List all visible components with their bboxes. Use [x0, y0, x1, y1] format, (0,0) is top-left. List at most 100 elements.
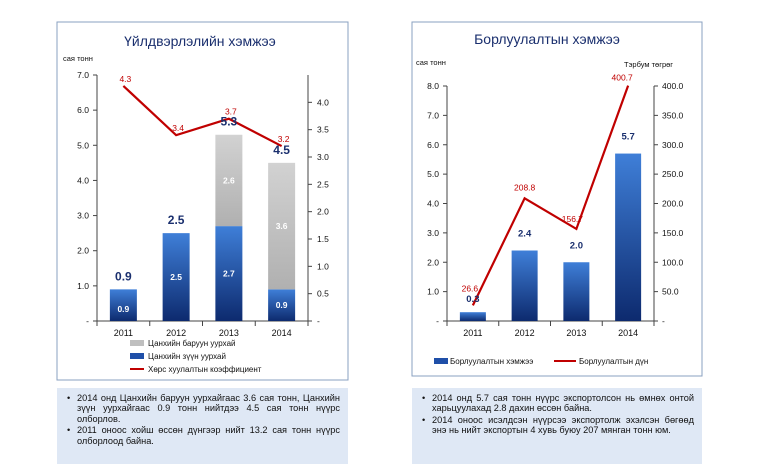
sales-notes: 2014 онд 5.7 сая тонн нүүрс экспортолсон…: [412, 388, 702, 464]
y-tick-label: 3.0: [77, 211, 89, 221]
data-label-sales-revenue: 400.7: [611, 73, 633, 83]
x-tick-label: 2013: [219, 328, 239, 338]
data-label-east-mine: 0.9: [117, 304, 129, 314]
legend-label-west-mine: Цанхийн баруун уурхай: [148, 339, 235, 348]
y-tick-label: 7.0: [77, 70, 89, 80]
data-label-sales-volume: 2.0: [570, 240, 583, 251]
note-item: 2014 онд Цанхийн баруун уурхайгаас 3.6 с…: [67, 393, 340, 424]
bar-west-mine: [268, 162, 296, 290]
y-tick-label: 4.0: [427, 199, 439, 209]
bar-sales-volume: [615, 153, 642, 321]
y-tick-label: 2.0: [427, 257, 439, 267]
y-tick-label: 1.0: [427, 287, 439, 297]
bar-sales-volume: [511, 250, 538, 321]
data-label-sales-volume: 5.7: [622, 132, 635, 143]
data-label-sales-revenue: 208.8: [514, 182, 536, 192]
production-notes: 2014 онд Цанхийн баруун уурхайгаас 3.6 с…: [57, 388, 348, 464]
y2-tick-label: 300.0: [662, 140, 684, 150]
data-label-sales-revenue: 156.7: [562, 214, 584, 224]
y-tick-label: 6.0: [77, 105, 89, 115]
bar-east-mine: [162, 233, 190, 321]
y2-tick-label: 200.0: [662, 199, 684, 209]
data-label-west-mine: 2.6: [223, 175, 235, 185]
y2-tick-label: 3.0: [317, 152, 329, 162]
note-item: 2011 оноос хойш өссөн дүнгээр нийт 13.2 …: [67, 425, 340, 446]
y2-tick-label: 3.5: [317, 125, 329, 135]
y-tick-label: 7.0: [427, 110, 439, 120]
y-tick-label: -: [86, 316, 89, 326]
data-label-total: 5.3: [221, 115, 238, 129]
note-item: 2014 оноос исэлдсэн нүүрсээ экспортолж э…: [422, 415, 694, 436]
y2-tick-label: 1.5: [317, 234, 329, 244]
y2-tick-label: -: [317, 316, 320, 326]
sales-chart: Борлуулалтын хэмжээ сая тонн Тэрбум төгрөг…: [411, 21, 703, 377]
y2-tick-label: 50.0: [662, 287, 679, 297]
data-label-total: 0.9: [115, 269, 132, 283]
y2-tick-label: -: [662, 316, 665, 326]
y-tick-label: 6.0: [427, 140, 439, 150]
legend-swatch-sales-volume: [434, 358, 448, 364]
y2-tick-label: 2.0: [317, 207, 329, 217]
y-tick-label: 4.0: [77, 175, 89, 185]
line-stripping-ratio: [122, 85, 283, 148]
line-sales-revenue: [471, 85, 630, 306]
data-label-total: 2.5: [168, 213, 185, 227]
data-label-sales-revenue: 26.6: [462, 283, 479, 293]
x-tick-label: 2014: [272, 328, 292, 338]
sales-panel: Борлуулалтын хэмжээ сая тонн Тэрбум төгрөг…: [392, 0, 777, 473]
y2-tick-label: 1.0: [317, 261, 329, 271]
x-tick-label: 2012: [166, 328, 186, 338]
legend-swatch-east-mine: [130, 353, 144, 359]
y-tick-label: 5.0: [427, 169, 439, 179]
x-tick-label: 2011: [114, 328, 133, 338]
data-label-stripping-ratio: 3.4: [172, 123, 184, 133]
note-item: 2014 онд 5.7 сая тонн нүүрс экспортолсон…: [422, 393, 694, 414]
x-tick-label: 2013: [566, 328, 586, 338]
data-label-stripping-ratio: 4.3: [119, 74, 131, 84]
y2-tick-label: 150.0: [662, 228, 684, 238]
y2-tick-label: 100.0: [662, 257, 684, 267]
y2-tick-label: 2.5: [317, 179, 329, 189]
legend-swatch-west-mine: [130, 340, 144, 346]
y2-tick-label: 250.0: [662, 169, 684, 179]
data-label-east-mine: 2.5: [170, 272, 182, 282]
data-label-east-mine: 2.7: [223, 269, 235, 279]
chart-frame: [411, 21, 703, 377]
data-label-stripping-ratio: 3.2: [278, 134, 290, 144]
y2-axis-title: Тэрбум төгрөг: [624, 60, 673, 69]
y-tick-label: 3.0: [427, 228, 439, 238]
data-label-sales-volume: 0.3: [466, 294, 479, 305]
bar-west-mine: [215, 134, 243, 227]
production-chart: Үйлдвэрлэлийн хэмжээ сая тонн - 1.0 2.0 3.0 4.…: [56, 21, 349, 381]
chart-title: Үйлдвэрлэлийн хэмжээ: [124, 33, 276, 49]
data-label-sales-volume: 2.4: [518, 229, 532, 240]
data-label-stripping-ratio: 3.7: [225, 107, 237, 117]
y-tick-label: 8.0: [427, 81, 439, 91]
y2-tick-label: 4.0: [317, 97, 329, 107]
legend-label-stripping-ratio: Хөрс хуулалтын коэффициент: [148, 365, 262, 374]
bar-east-mine: [268, 289, 296, 321]
chart-title: Борлуулалтын хэмжээ: [474, 31, 620, 47]
y-tick-label: 5.0: [77, 140, 89, 150]
chart-frame: [56, 21, 349, 381]
y-axis-title: сая тонн: [416, 58, 446, 67]
data-label-east-mine: 0.9: [276, 300, 288, 310]
y2-tick-label: 400.0: [662, 81, 684, 91]
x-tick-label: 2011: [463, 328, 482, 338]
bar-east-mine: [109, 289, 137, 321]
bar-sales-volume: [563, 262, 590, 321]
legend-label-sales-revenue: Борлуулалтын дүн: [579, 357, 648, 366]
bar-east-mine: [215, 226, 243, 321]
legend-label-sales-volume: Борлуулалтын хэмжээ: [450, 357, 533, 366]
production-panel: Үйлдвэрлэлийн хэмжээ сая тонн - 1.0 2.0 3.0 4.…: [0, 0, 385, 473]
bar-sales-volume: [459, 312, 486, 321]
y-axis-title: сая тонн: [63, 54, 93, 63]
y-tick-label: 2.0: [77, 246, 89, 256]
data-label-total: 4.5: [273, 143, 290, 157]
legend-label-east-mine: Цанхийн зүүн уурхай: [148, 352, 226, 361]
y-tick-label: 1.0: [77, 281, 89, 291]
data-label-west-mine: 3.6: [276, 221, 288, 231]
y2-tick-label: 350.0: [662, 110, 684, 120]
y2-tick-label: 0.5: [317, 289, 329, 299]
x-tick-label: 2012: [515, 328, 535, 338]
